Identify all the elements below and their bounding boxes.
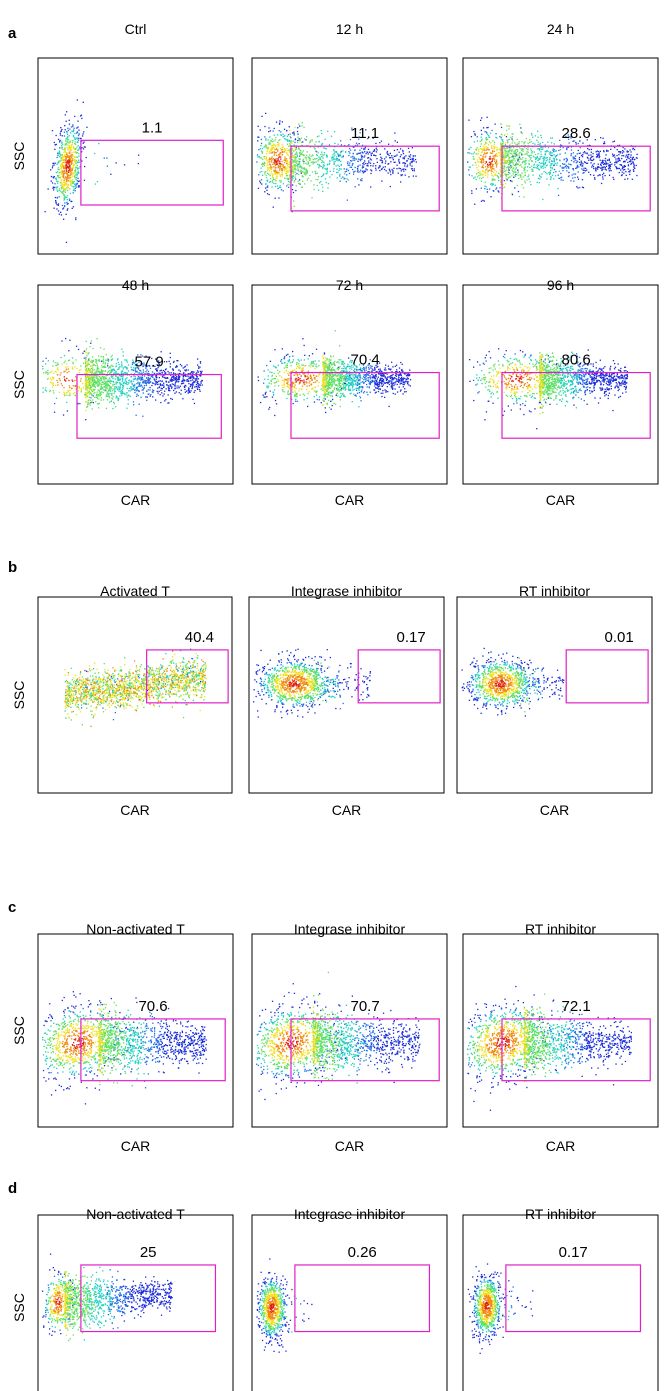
- flow-plot: Ctrl 1.1: [37, 21, 234, 255]
- plot-title: Ctrl: [125, 21, 147, 37]
- plot-title: 24 h: [547, 21, 574, 37]
- plot-frame: [37, 1214, 234, 1391]
- y-axis-label: SSC: [11, 370, 27, 399]
- y-axis-label: SSC: [11, 1016, 27, 1045]
- gate-rectangle: [80, 1264, 217, 1333]
- plot-frame: [37, 933, 234, 1128]
- gate-percentage: 70.7: [350, 998, 379, 1015]
- plot-title: Integrase inhibitor: [294, 921, 406, 937]
- gate-rectangle: [76, 373, 222, 439]
- flow-plot: Activated T 40.4 CAR: [37, 583, 233, 818]
- x-axis-label: CAR: [546, 1138, 576, 1154]
- x-axis-label: CAR: [540, 802, 570, 818]
- plot-frame: [462, 57, 659, 255]
- plot-frame: [251, 284, 448, 485]
- x-axis-label: CAR: [121, 492, 151, 508]
- flow-plot: Integrase inhibitor 0.17 CAR: [248, 583, 445, 818]
- gate-rectangle: [501, 371, 651, 439]
- gate-rectangle: [565, 649, 649, 704]
- plot-title: RT inhibitor: [525, 921, 596, 937]
- plot-frame: [462, 1214, 659, 1391]
- gate-percentage: 0.01: [605, 629, 634, 646]
- gate-percentage: 11.1: [351, 125, 379, 142]
- flow-plot: RT inhibitor 0.17: [462, 1206, 659, 1391]
- plot-title: Non-activated T: [86, 1206, 185, 1222]
- plot-frame: [462, 284, 659, 485]
- y-axis-label: SSC: [11, 681, 27, 710]
- panel-letter: a: [8, 25, 17, 42]
- y-axis-label: SSC: [11, 1293, 27, 1322]
- panel-letter: c: [8, 899, 16, 916]
- x-axis-label: CAR: [546, 492, 576, 508]
- flow-plot: 12 h 11.1: [251, 21, 448, 255]
- plot-frame: [462, 933, 659, 1128]
- gate-rectangle: [501, 145, 651, 212]
- plot-frame: [251, 57, 448, 255]
- plot-title: Integrase inhibitor: [291, 583, 403, 599]
- gate-rectangle: [290, 145, 440, 212]
- gate-rectangle: [357, 649, 441, 704]
- plot-title: 12 h: [336, 21, 363, 37]
- x-axis-label: CAR: [335, 1138, 365, 1154]
- gate-percentage: 28.6: [561, 125, 590, 142]
- gate-rectangle: [146, 649, 229, 704]
- gate-percentage: 0.17: [559, 1244, 588, 1261]
- flow-plot: Integrase inhibitor 70.7 CAR: [251, 921, 448, 1154]
- gate-rectangle: [501, 1018, 651, 1082]
- gate-percentage: 1.1: [142, 119, 163, 136]
- gate-rectangle: [290, 371, 440, 439]
- gate-percentage: 0.26: [348, 1244, 377, 1261]
- flow-plot: Integrase inhibitor 0.26: [251, 1206, 448, 1391]
- flow-plot: 24 h 28.6: [462, 21, 659, 255]
- gate-rectangle: [294, 1264, 431, 1333]
- plot-frame: [251, 1214, 448, 1391]
- x-axis-label: CAR: [121, 1138, 151, 1154]
- flow-plot: RT inhibitor 0.01 CAR: [456, 583, 653, 818]
- x-axis-label: CAR: [335, 492, 365, 508]
- plot-title: Non-activated T: [86, 921, 185, 937]
- gate-percentage: 40.4: [185, 629, 214, 646]
- gate-percentage: 70.4: [350, 352, 379, 369]
- gate-percentage: 80.6: [561, 352, 590, 369]
- plot-title: RT inhibitor: [519, 583, 590, 599]
- gate-percentage: 57.9: [135, 354, 164, 371]
- panel-letter: d: [8, 1180, 17, 1197]
- plot-frame: [251, 933, 448, 1128]
- flow-plot: RT inhibitor 72.1 CAR: [462, 921, 659, 1154]
- plot-frame: [456, 596, 653, 794]
- gate-percentage: 25: [140, 1244, 157, 1261]
- x-axis-label: CAR: [332, 802, 362, 818]
- y-axis-label: SSC: [11, 142, 27, 171]
- panel-letter: b: [8, 559, 17, 576]
- plot-frame: [248, 596, 445, 794]
- gate-rectangle: [290, 1018, 440, 1082]
- plot-title: RT inhibitor: [525, 1206, 596, 1222]
- gate-rectangle: [505, 1264, 642, 1333]
- gate-percentage: 0.17: [397, 629, 426, 646]
- plot-title: Activated T: [100, 583, 170, 599]
- gate-percentage: 72.1: [561, 998, 590, 1015]
- x-axis-label: CAR: [120, 802, 150, 818]
- gate-rectangle: [80, 139, 224, 206]
- plot-frame: [37, 57, 234, 255]
- flow-plot: Non-activated T 25: [37, 1206, 234, 1391]
- plot-frame: [37, 284, 234, 485]
- gate-percentage: 70.6: [138, 998, 167, 1015]
- gate-rectangle: [80, 1018, 226, 1082]
- flow-plot: Non-activated T 70.6 CAR: [37, 921, 234, 1154]
- plot-frame: [37, 596, 233, 794]
- plot-title: Integrase inhibitor: [294, 1206, 406, 1222]
